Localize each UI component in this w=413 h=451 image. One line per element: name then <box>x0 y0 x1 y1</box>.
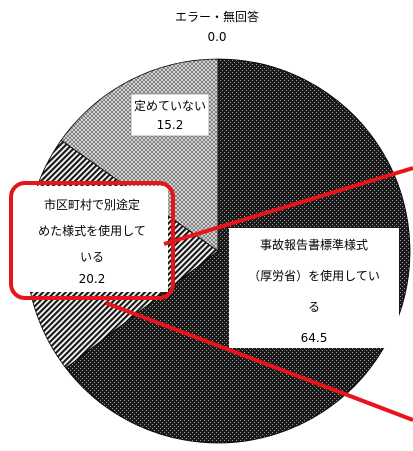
label-standard-line-3: る <box>308 300 320 314</box>
label-municipal-line-2: めた様式を使用して <box>38 223 146 238</box>
label-standard-value: 64.5 <box>301 331 328 345</box>
label-standard-form: 事故報告書標準様式 （厚労省）を使用してい る 64.5 <box>229 228 399 348</box>
label-municipal-form-box <box>16 186 168 292</box>
label-standard-form-box <box>229 228 399 348</box>
label-municipal-form: 市区町村で別途定 めた様式を使用して いる 20.2 <box>16 186 168 292</box>
label-not-defined: 定めていない 15.2 <box>130 93 210 137</box>
label-not-defined-text: 定めていない <box>134 98 206 113</box>
label-error-no-answer: エラー・無回答 0.0 <box>175 9 259 44</box>
label-not-defined-value: 15.2 <box>157 118 184 132</box>
label-municipal-line-1: 市区町村で別途定 <box>44 197 140 212</box>
highlight-frame <box>9 181 175 300</box>
label-error-text: エラー・無回答 <box>175 9 259 24</box>
label-standard-line-1: 事故報告書標準様式 <box>260 237 368 252</box>
label-not-defined-box <box>130 93 210 137</box>
label-municipal-line-3: いる <box>80 250 104 264</box>
highlight-callout-line-top <box>163 166 413 246</box>
label-municipal-value: 20.2 <box>79 272 106 286</box>
highlight-callout-line-bottom <box>105 301 413 422</box>
label-standard-line-2: （厚労省）を使用してい <box>248 268 380 283</box>
highlight-annotation <box>9 166 413 422</box>
label-error-value: 0.0 <box>207 30 226 44</box>
